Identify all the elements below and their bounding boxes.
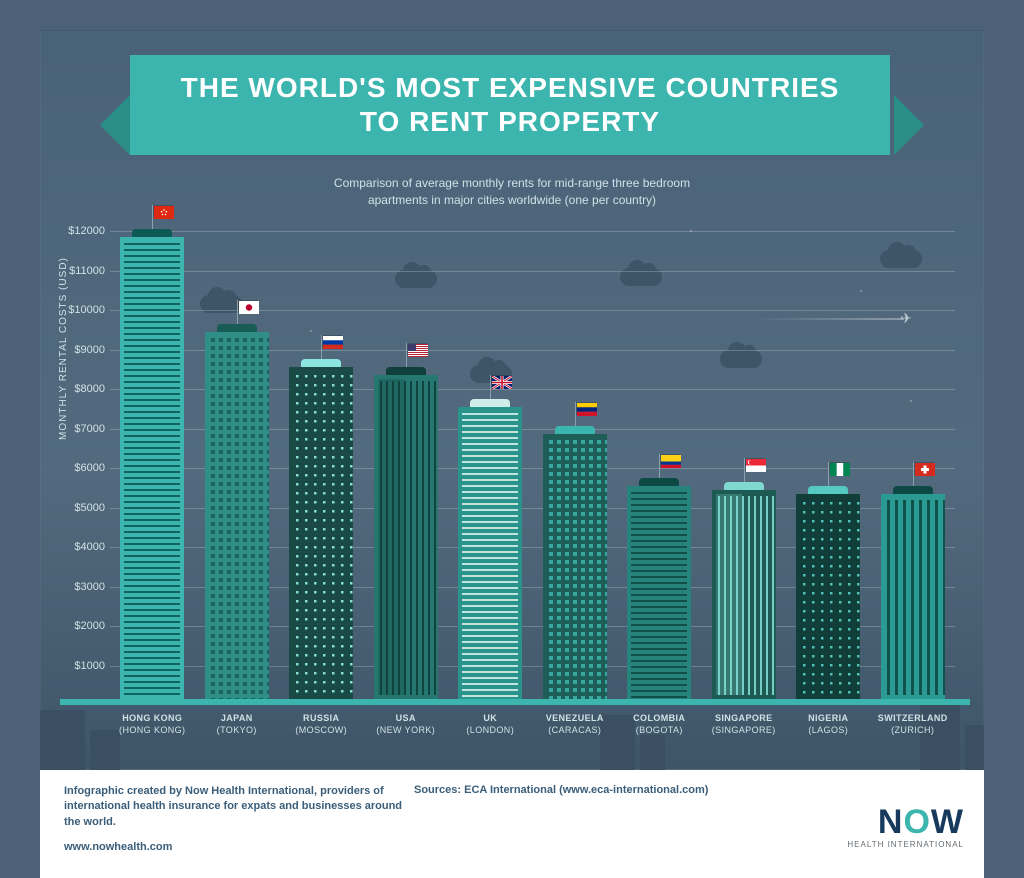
building-roof xyxy=(639,478,679,486)
building-body xyxy=(120,237,184,699)
bar-usa: USA(NEW YORK) xyxy=(374,375,438,699)
main-title: THE WORLD'S MOST EXPENSIVE COUNTRIES TO … xyxy=(160,71,860,138)
building-body xyxy=(712,490,776,699)
building-roof xyxy=(217,324,257,332)
building-body xyxy=(458,407,522,699)
gridline xyxy=(110,231,955,232)
y-tick-label: $3000 xyxy=(55,581,105,593)
y-tick-label: $1000 xyxy=(55,660,105,672)
x-label: SWITZERLAND(ZURICH) xyxy=(868,713,958,736)
credit-url: www.nowhealth.com xyxy=(64,840,414,855)
x-label: UK(LONDON) xyxy=(445,713,535,736)
subtitle: Comparison of average monthly rents for … xyxy=(0,175,1024,209)
x-label: COLOMBIA(BOGOTA) xyxy=(614,713,704,736)
flag-icon-co xyxy=(660,454,680,467)
y-tick-label: $9000 xyxy=(55,344,105,356)
bar-japan: JAPAN(TOKYO) xyxy=(205,332,269,699)
building-roof xyxy=(132,229,172,237)
building-body xyxy=(881,494,945,699)
credit-text: Infographic created by Now Health Intern… xyxy=(64,785,402,828)
flag-icon-sg xyxy=(745,458,765,471)
x-label: USA(NEW YORK) xyxy=(361,713,451,736)
title-ribbon: THE WORLD'S MOST EXPENSIVE COUNTRIES TO … xyxy=(130,55,890,155)
flag-icon-gb xyxy=(491,375,511,388)
chart-baseline xyxy=(60,699,970,705)
flag-icon-jp xyxy=(238,300,258,313)
building-roof xyxy=(301,359,341,367)
infographic-canvas: ✈ THE WORLD'S MOST EXPENSIVE COUNTRIES T… xyxy=(0,0,1024,878)
building-roof xyxy=(724,482,764,490)
brand-logo: NOW HEALTH INTERNATIONAL xyxy=(794,784,964,868)
y-tick-label: $2000 xyxy=(55,620,105,632)
y-tick-label: $10000 xyxy=(55,304,105,316)
building-body xyxy=(205,332,269,699)
x-label: HONG KONG(HONG KONG) xyxy=(107,713,197,736)
building-roof xyxy=(470,399,510,407)
flag-icon-us xyxy=(407,343,427,356)
bar-nigeria: NIGERIA(LAGOS) xyxy=(796,494,860,699)
bar-hong-kong: HONG KONG(HONG KONG) xyxy=(120,237,184,699)
y-tick-label: $5000 xyxy=(55,502,105,514)
gridline xyxy=(110,271,955,272)
building-body xyxy=(374,375,438,699)
y-tick-label: $7000 xyxy=(55,423,105,435)
bar-chart: $1000$2000$3000$4000$5000$6000$7000$8000… xyxy=(110,225,955,705)
x-label: VENEZUELA(CARACAS) xyxy=(530,713,620,736)
flag-icon-ve xyxy=(576,402,596,415)
building-body xyxy=(627,486,691,699)
flag-icon-ru xyxy=(322,335,342,348)
bar-russia: RUSSIA(MOSCOW) xyxy=(289,367,353,699)
building-roof xyxy=(893,486,933,494)
bar-colombia: COLOMBIA(BOGOTA) xyxy=(627,486,691,699)
bar-switzerland: SWITZERLAND(ZURICH) xyxy=(881,494,945,699)
building-body xyxy=(289,367,353,699)
bar-venezuela: VENEZUELA(CARACAS) xyxy=(543,434,607,699)
ribbon-tail-right xyxy=(894,95,924,155)
y-tick-label: $8000 xyxy=(55,383,105,395)
ribbon-tail-left xyxy=(100,95,130,155)
building-roof xyxy=(555,426,595,434)
x-label: JAPAN(TOKYO) xyxy=(192,713,282,736)
y-tick-label: $11000 xyxy=(55,265,105,277)
x-label: SINGAPORE(SINGAPORE) xyxy=(699,713,789,736)
y-tick-label: $6000 xyxy=(55,462,105,474)
building-roof xyxy=(386,367,426,375)
x-label: RUSSIA(MOSCOW) xyxy=(276,713,366,736)
flag-icon-ng xyxy=(829,462,849,475)
footer: Infographic created by Now Health Intern… xyxy=(40,770,984,878)
building-roof xyxy=(808,486,848,494)
y-tick-label: $12000 xyxy=(55,225,105,237)
footer-credit: Infographic created by Now Health Intern… xyxy=(64,784,414,868)
footer-source: Sources: ECA International (www.eca-inte… xyxy=(414,784,794,868)
building-body xyxy=(796,494,860,699)
y-tick-label: $4000 xyxy=(55,541,105,553)
x-label: NIGERIA(LAGOS) xyxy=(783,713,873,736)
logo-subtext: HEALTH INTERNATIONAL xyxy=(847,840,964,849)
logo-text: NOW xyxy=(878,803,964,842)
bar-uk: UK(LONDON) xyxy=(458,407,522,699)
bar-singapore: SINGAPORE(SINGAPORE) xyxy=(712,490,776,699)
flag-icon-hk xyxy=(153,205,173,218)
flag-icon-ch xyxy=(914,462,934,475)
building-body xyxy=(543,434,607,699)
